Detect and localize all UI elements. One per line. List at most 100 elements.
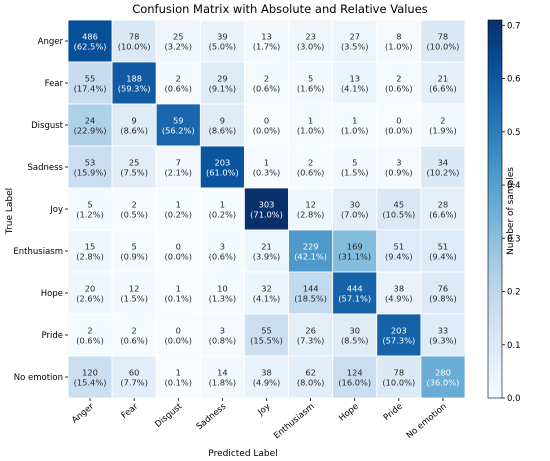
colorbar-title: Number of samples xyxy=(506,167,516,255)
x-tick-label: Disgust xyxy=(153,401,184,430)
cell-percent-label: (57.1%) xyxy=(338,294,371,304)
cell-count-label: 5 xyxy=(87,200,92,210)
colorbar-gradient xyxy=(488,20,502,398)
heatmap-cell xyxy=(376,103,422,147)
cell-count-label: 124 xyxy=(347,368,363,378)
cell-percent-label: (5.0%) xyxy=(209,42,237,52)
cell-percent-label: (0.2%) xyxy=(209,210,237,220)
cell-count-label: 30 xyxy=(349,200,360,210)
cell-percent-label: (31.1%) xyxy=(338,252,371,262)
cell-percent-label: (10.0%) xyxy=(118,42,151,52)
heatmap-cell xyxy=(420,19,466,63)
cell-count-label: 203 xyxy=(214,158,230,168)
cell-percent-label: (9.4%) xyxy=(385,252,413,262)
cell-count-label: 45 xyxy=(394,200,405,210)
heatmap-cell xyxy=(376,229,422,273)
cell-percent-label: (71.0%) xyxy=(250,210,283,220)
cell-percent-label: (42.1%) xyxy=(294,252,327,262)
colorbar-tick-label: 0.7 xyxy=(507,21,521,31)
cell-count-label: 26 xyxy=(305,326,316,336)
x-tick-label: Enthusiasm xyxy=(272,402,316,442)
cell-percent-label: (8.5%) xyxy=(341,336,369,346)
cell-count-label: 3 xyxy=(220,326,225,336)
cell-count-label: 0 xyxy=(264,116,269,126)
heatmap-cell xyxy=(332,145,378,189)
y-tick-label: Sadness xyxy=(28,163,64,173)
cell-percent-label: (56.2%) xyxy=(162,126,195,136)
cell-percent-label: (9.8%) xyxy=(429,294,457,304)
heatmap-cell xyxy=(288,313,334,357)
cell-percent-label: (10.0%) xyxy=(382,378,415,388)
cell-percent-label: (7.7%) xyxy=(120,378,148,388)
cell-count-label: 188 xyxy=(126,74,142,84)
y-axis-title: True Label xyxy=(5,188,15,235)
heatmap-cell xyxy=(244,103,289,147)
y-tick-label: Pride xyxy=(42,331,63,341)
cell-percent-label: (9.3%) xyxy=(429,336,457,346)
cell-count-label: 21 xyxy=(438,74,449,84)
cell-count-label: 2 xyxy=(440,116,445,126)
cell-count-label: 203 xyxy=(391,326,407,336)
heatmap-cell xyxy=(376,313,422,357)
heatmap-cell xyxy=(155,271,201,315)
cell-count-label: 15 xyxy=(85,242,96,252)
cell-percent-label: (2.8%) xyxy=(297,210,325,220)
colorbar-tick-label: 0.1 xyxy=(507,341,521,351)
cell-percent-label: (1.9%) xyxy=(429,126,457,136)
cell-percent-label: (0.6%) xyxy=(76,336,104,346)
colorbar-tick-label: 0.0 xyxy=(507,394,521,404)
cell-count-label: 0 xyxy=(396,116,401,126)
cell-count-label: 120 xyxy=(82,368,98,378)
x-tick-label: No emotion xyxy=(405,402,449,441)
cell-percent-label: (0.6%) xyxy=(120,336,148,346)
cell-count-label: 2 xyxy=(264,74,269,84)
cell-count-label: 3 xyxy=(396,158,401,168)
cell-count-label: 8 xyxy=(396,32,401,42)
cell-count-label: 78 xyxy=(438,32,449,42)
heatmap-cell xyxy=(111,229,157,273)
heatmap-cell xyxy=(376,19,422,63)
heatmap-cell xyxy=(111,61,157,105)
cell-count-label: 2 xyxy=(308,158,313,168)
cell-count-label: 1 xyxy=(308,116,313,126)
colorbar-tick-label: 0.5 xyxy=(507,128,521,138)
cell-count-label: 25 xyxy=(173,32,184,42)
cell-count-label: 1 xyxy=(176,200,181,210)
cell-count-label: 51 xyxy=(438,242,449,252)
heatmap-cell xyxy=(155,145,201,189)
cell-count-label: 14 xyxy=(217,368,228,378)
cell-percent-label: (0.0%) xyxy=(164,252,192,262)
cell-count-label: 5 xyxy=(352,158,357,168)
cell-percent-label: (62.5%) xyxy=(74,42,107,52)
cell-percent-label: (1.2%) xyxy=(76,210,104,220)
x-tick-label: Pride xyxy=(382,402,405,423)
x-axis-title: Predicted Label xyxy=(208,449,277,459)
cell-count-label: 5 xyxy=(132,242,137,252)
cell-count-label: 0 xyxy=(176,326,181,336)
cell-count-label: 53 xyxy=(85,158,96,168)
heatmap-cell xyxy=(67,355,113,399)
cell-count-label: 24 xyxy=(85,116,96,126)
heatmap-cell xyxy=(244,313,289,357)
cell-percent-label: (15.9%) xyxy=(74,168,107,178)
cell-percent-label: (0.6%) xyxy=(253,84,281,94)
chart-title: Confusion Matrix with Absolute and Relat… xyxy=(132,2,428,16)
heatmap-cell xyxy=(288,103,334,147)
cell-percent-label: (6.6%) xyxy=(429,84,457,94)
cell-count-label: 33 xyxy=(438,326,449,336)
heatmap-cell xyxy=(111,103,157,147)
heatmap-cell xyxy=(111,355,157,399)
cell-count-label: 2 xyxy=(396,74,401,84)
cell-percent-label: (15.5%) xyxy=(250,336,283,346)
cell-count-label: 20 xyxy=(85,284,96,294)
cell-percent-label: (0.1%) xyxy=(164,294,192,304)
heatmap-cell xyxy=(420,103,466,147)
cell-count-label: 38 xyxy=(261,368,272,378)
cell-count-label: 29 xyxy=(217,74,228,84)
cell-count-label: 59 xyxy=(173,116,184,126)
heatmap-cell xyxy=(155,103,201,147)
cell-percent-label: (7.3%) xyxy=(297,336,325,346)
cell-percent-label: (3.2%) xyxy=(164,42,192,52)
heatmap-cell xyxy=(376,61,422,105)
